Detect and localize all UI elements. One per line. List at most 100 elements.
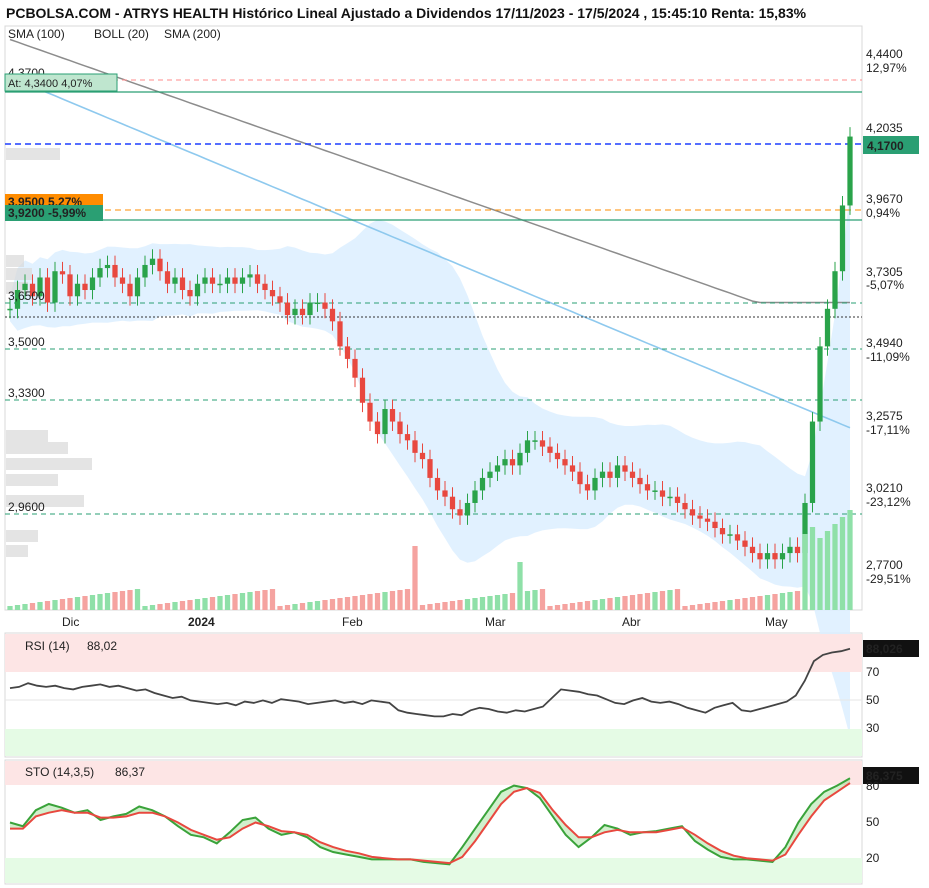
- volume-bar: [449, 601, 456, 610]
- candle-body: [382, 409, 388, 435]
- sma100-line: [9, 76, 851, 429]
- tick-3257: 3,2575: [866, 409, 903, 423]
- volume-bar: [592, 600, 598, 610]
- tick-2770: 2,7700: [866, 558, 903, 572]
- candle-body: [727, 534, 733, 536]
- candle-body: [509, 459, 516, 466]
- volume-bar: [382, 592, 388, 610]
- volume-profile-bar: [6, 255, 24, 267]
- volume-bar: [412, 546, 418, 610]
- candle-body: [217, 283, 223, 286]
- volume-bar: [44, 601, 51, 610]
- volume-bar: [187, 600, 193, 610]
- green-box: [5, 205, 103, 221]
- candle-body: [127, 283, 133, 297]
- candle-body: [329, 308, 336, 322]
- sto-d-line: [10, 782, 851, 865]
- candle-body: [142, 264, 148, 278]
- legend-sma200: SMA (200): [164, 27, 221, 41]
- candle-body: [134, 277, 141, 297]
- volume-bar: [547, 606, 553, 610]
- candle-body: [247, 274, 253, 278]
- rsi-level-50: 50: [866, 693, 880, 707]
- candle-body: [562, 459, 568, 466]
- candle-body: [457, 509, 463, 516]
- left-label-3650: 3,6500: [8, 289, 45, 303]
- candle-body: [374, 421, 381, 435]
- candle-body: [652, 490, 658, 492]
- volume-bar: [52, 600, 58, 610]
- tick-4203: 4,2035: [866, 121, 903, 135]
- candle-body: [772, 553, 778, 560]
- guide-lines: [5, 79, 862, 515]
- candle-body: [644, 484, 651, 491]
- candle-body: [832, 271, 838, 309]
- volume-bar: [427, 604, 433, 610]
- candle-body: [232, 277, 238, 284]
- candle-body: [794, 546, 801, 554]
- candle-body: [89, 277, 96, 291]
- volume-bar: [607, 598, 613, 610]
- ath-box: [4, 73, 118, 92]
- volume-bar: [772, 594, 778, 610]
- candle-body: [277, 296, 283, 303]
- volume-bar: [209, 597, 216, 610]
- volume-bar: [637, 594, 643, 610]
- candle-body: [7, 308, 13, 311]
- candle-body: [809, 421, 816, 503]
- candle-body: [742, 540, 748, 547]
- volume-bar: [494, 595, 501, 610]
- pct-0-94: 0,94%: [866, 206, 900, 220]
- candle-body: [119, 277, 126, 284]
- candle-body: [532, 440, 538, 442]
- volume-bar: [367, 594, 373, 610]
- volume-bar: [712, 602, 718, 610]
- volume-bar: [764, 595, 771, 610]
- candle-body: [667, 496, 673, 499]
- candle-body: [584, 484, 591, 491]
- candle-body: [179, 277, 186, 291]
- time-2024: 2024: [188, 615, 215, 629]
- volume-bar: [847, 510, 853, 610]
- volume-bar: [224, 595, 231, 610]
- volume-profile-bar: [6, 268, 32, 280]
- volume-bar: [142, 606, 148, 610]
- volume-bar: [434, 603, 441, 610]
- candle-body: [517, 452, 523, 466]
- candle-body: [44, 277, 51, 303]
- candle-body: [674, 496, 681, 503]
- candle-body: [749, 546, 756, 554]
- candle-body: [307, 302, 313, 316]
- volume-bar: [502, 594, 508, 610]
- volume-profile-bar: [6, 148, 60, 160]
- candle-body: [622, 465, 628, 472]
- candle-body: [539, 440, 546, 447]
- sto-level-20: 20: [866, 851, 880, 865]
- candle-body: [14, 290, 21, 309]
- candle-body: [239, 277, 246, 284]
- pct-23-12: -23,12%: [866, 495, 911, 509]
- candle-body: [427, 459, 433, 478]
- volume-bar: [622, 596, 628, 610]
- tick-3967: 3,9670: [866, 192, 903, 206]
- volume-bar: [517, 562, 523, 610]
- candle-body: [689, 509, 696, 516]
- candle-body: [614, 465, 621, 478]
- volume-profile-bar: [6, 430, 48, 442]
- volume-bar: [134, 589, 141, 610]
- rsi-line: [9, 647, 851, 718]
- volume-bar: [524, 591, 531, 610]
- volume-bar: [37, 602, 43, 610]
- candle-body: [209, 277, 216, 284]
- volume-bar: [149, 605, 156, 610]
- candle-body: [419, 452, 426, 460]
- candle-body: [712, 521, 718, 529]
- candle-body: [734, 534, 741, 541]
- candle-body: [157, 258, 163, 272]
- candle-body: [697, 515, 703, 519]
- candle-body: [637, 477, 643, 485]
- candle-body: [202, 277, 208, 284]
- volume-bar: [344, 597, 351, 610]
- volume-bar: [667, 590, 673, 610]
- candle-body: [74, 283, 81, 297]
